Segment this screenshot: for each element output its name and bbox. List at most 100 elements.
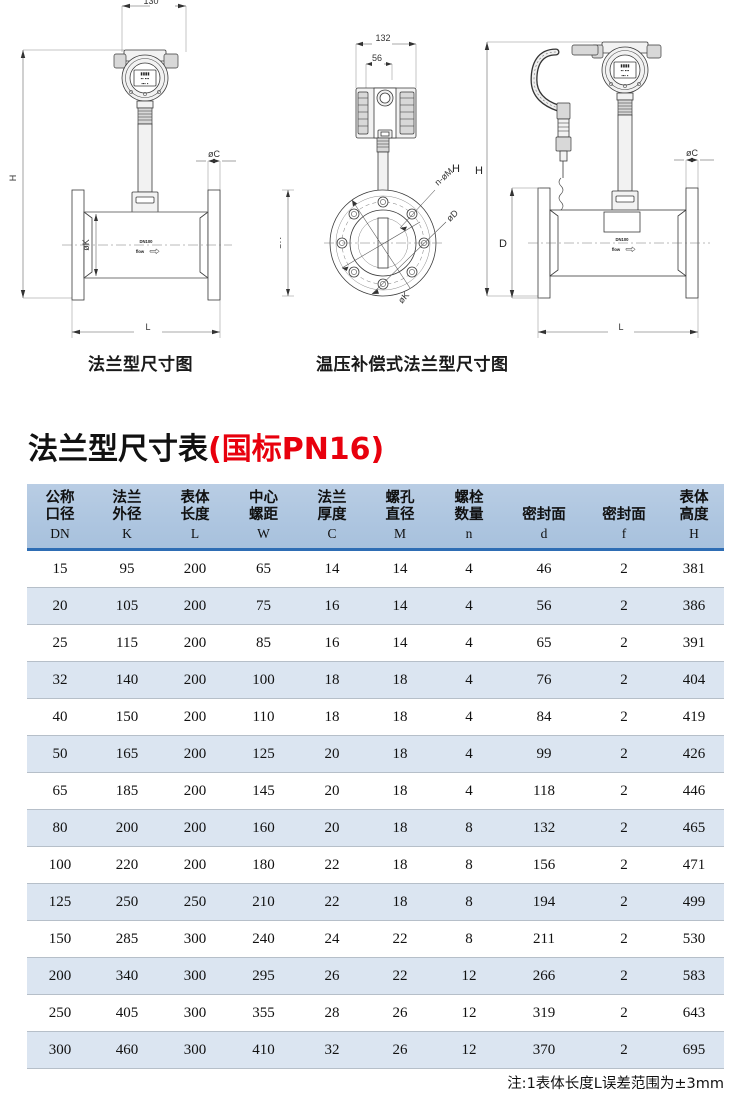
table-cell: 285 [93, 920, 161, 958]
dim-H2-label: H [452, 163, 460, 175]
table-cell: 200 [161, 549, 229, 588]
dim-phiC-label: øC [208, 149, 220, 159]
svg-text:▪▪▪ ▪: ▪▪▪ ▪ [141, 81, 149, 86]
table-cell: 65 [504, 624, 584, 662]
dim-H3-label: H [475, 165, 483, 177]
table-cell: 150 [93, 698, 161, 736]
table-row: 65 185 200 145 20 18 4 118 2 446 [27, 772, 724, 810]
col-k-symbol: K [122, 526, 132, 541]
flange-dimension-table: 公称 口径 DN 法兰 外径 K 表体 长度 L 中心 螺距 W [27, 484, 724, 1069]
column-header-m: 螺孔 直径 M [366, 484, 434, 551]
col-k-line1: 法兰 [112, 490, 142, 506]
table-cell: 2 [584, 661, 664, 699]
table-cell: 410 [229, 1031, 298, 1069]
col-n-line1: 螺栓 [454, 490, 484, 506]
table-cell: 26 [366, 994, 434, 1032]
table-cell: 18 [366, 698, 434, 736]
table-cell: 22 [298, 846, 366, 884]
table-cell: 2 [584, 587, 664, 625]
table-cell: 404 [664, 661, 724, 699]
table-footnote: 注:1表体长度L误差范围为±3mm [507, 1076, 724, 1092]
col-l-symbol: L [190, 526, 200, 541]
column-header-w: 中心 螺距 W [229, 484, 298, 551]
table-cell: 240 [229, 920, 298, 958]
body-dn-label: DN100 [139, 239, 153, 244]
table-row: 100 220 200 180 22 18 8 156 2 471 [27, 846, 724, 884]
table-cell: 85 [229, 624, 298, 662]
col-w-line1: 中心 [249, 490, 278, 506]
dim-132-label: 132 [375, 33, 390, 43]
table-cell: 22 [366, 920, 434, 958]
svg-text:▪▪ ▪▪▪: ▪▪ ▪▪▪ [141, 76, 150, 81]
table-cell: 18 [366, 772, 434, 810]
table-cell: 76 [504, 661, 584, 699]
body-flow-label-3: flow [612, 247, 621, 252]
col-h-line1: 表体 [679, 490, 709, 506]
table-cell: 15 [27, 549, 93, 588]
table-cell: 300 [161, 994, 229, 1032]
table-cell: 20 [298, 735, 366, 773]
table-cell: 20 [298, 772, 366, 810]
table-cell: 200 [27, 957, 93, 995]
dim-L-label: L [145, 322, 150, 332]
table-row: 20 105 200 75 16 14 4 56 2 386 [27, 587, 724, 625]
table-cell: 14 [366, 587, 434, 625]
table-cell: 300 [161, 1031, 229, 1069]
table-cell: 14 [366, 549, 434, 588]
svg-text:▮▮▮▮: ▮▮▮▮ [620, 63, 629, 68]
table-cell: 18 [366, 809, 434, 847]
table-row: 40 150 200 110 18 18 4 84 2 419 [27, 698, 724, 736]
table-cell: 2 [584, 735, 664, 773]
column-header-dn: 公称 口径 DN [27, 484, 93, 551]
table-body: 15 95 200 65 14 14 4 46 2 381 20 105 200 75 16 14 4 56 2 38… [27, 549, 724, 1069]
col-k-line2: 外径 [112, 507, 142, 523]
table-cell: 381 [664, 549, 724, 588]
dim-phiK2-label: øK [280, 237, 283, 249]
table-cell: 100 [229, 661, 298, 699]
table-cell: 4 [434, 661, 504, 699]
table-cell: 4 [434, 624, 504, 662]
table-cell: 2 [584, 698, 664, 736]
col-m-line1: 螺孔 [385, 490, 415, 506]
table-cell: 165 [93, 735, 161, 773]
table-cell: 319 [504, 994, 584, 1032]
table-cell: 200 [161, 587, 229, 625]
table-cell: 32 [298, 1031, 366, 1069]
table-cell: 14 [298, 549, 366, 588]
temp-pressure-compensated-flange-drawing: H ▮▮▮▮ ▪▪ ▪▪▪ ▪▪▪ ▪ [462, 0, 750, 350]
diagram-captions: 法兰型尺寸图 温压补偿式法兰型尺寸图 [0, 350, 750, 396]
table-row: 32 140 200 100 18 18 4 76 2 404 [27, 661, 724, 699]
caption-temp-pressure-compensated: 温压补偿式法兰型尺寸图 [316, 355, 509, 375]
table-cell: 250 [161, 883, 229, 921]
table-row: 300 460 300 410 32 26 12 370 2 695 [27, 1031, 724, 1069]
table-cell: 4 [434, 698, 504, 736]
table-row: 15 95 200 65 14 14 4 46 2 381 [27, 549, 724, 588]
col-dn-symbol: DN [50, 526, 70, 541]
table-cell: 84 [504, 698, 584, 736]
col-dn-line2: 口径 [45, 507, 75, 523]
table-cell: 105 [93, 587, 161, 625]
table-cell: 40 [27, 698, 93, 736]
table-cell: 140 [93, 661, 161, 699]
caption-flange-type: 法兰型尺寸图 [88, 355, 193, 375]
table-cell: 8 [434, 920, 504, 958]
table-cell: 12 [434, 1031, 504, 1069]
section-title-main: 法兰型尺寸表 [28, 432, 208, 467]
col-n-symbol: n [465, 526, 473, 541]
table-cell: 419 [664, 698, 724, 736]
dim-H-label: H [8, 175, 18, 182]
table-cell: 250 [93, 883, 161, 921]
table-cell: 266 [504, 957, 584, 995]
table-cell: 4 [434, 587, 504, 625]
table-cell: 18 [366, 846, 434, 884]
table-cell: 20 [298, 809, 366, 847]
table-cell: 26 [298, 957, 366, 995]
table-cell: 499 [664, 883, 724, 921]
table-cell: 18 [366, 661, 434, 699]
table-cell: 185 [93, 772, 161, 810]
table-cell: 446 [664, 772, 724, 810]
table-cell: 8 [434, 809, 504, 847]
table-cell: 2 [584, 920, 664, 958]
column-header-l: 表体 长度 L [161, 484, 229, 551]
flange-dimension-table-wrapper: 公称 口径 DN 法兰 外径 K 表体 长度 L 中心 螺距 W [27, 484, 724, 1069]
